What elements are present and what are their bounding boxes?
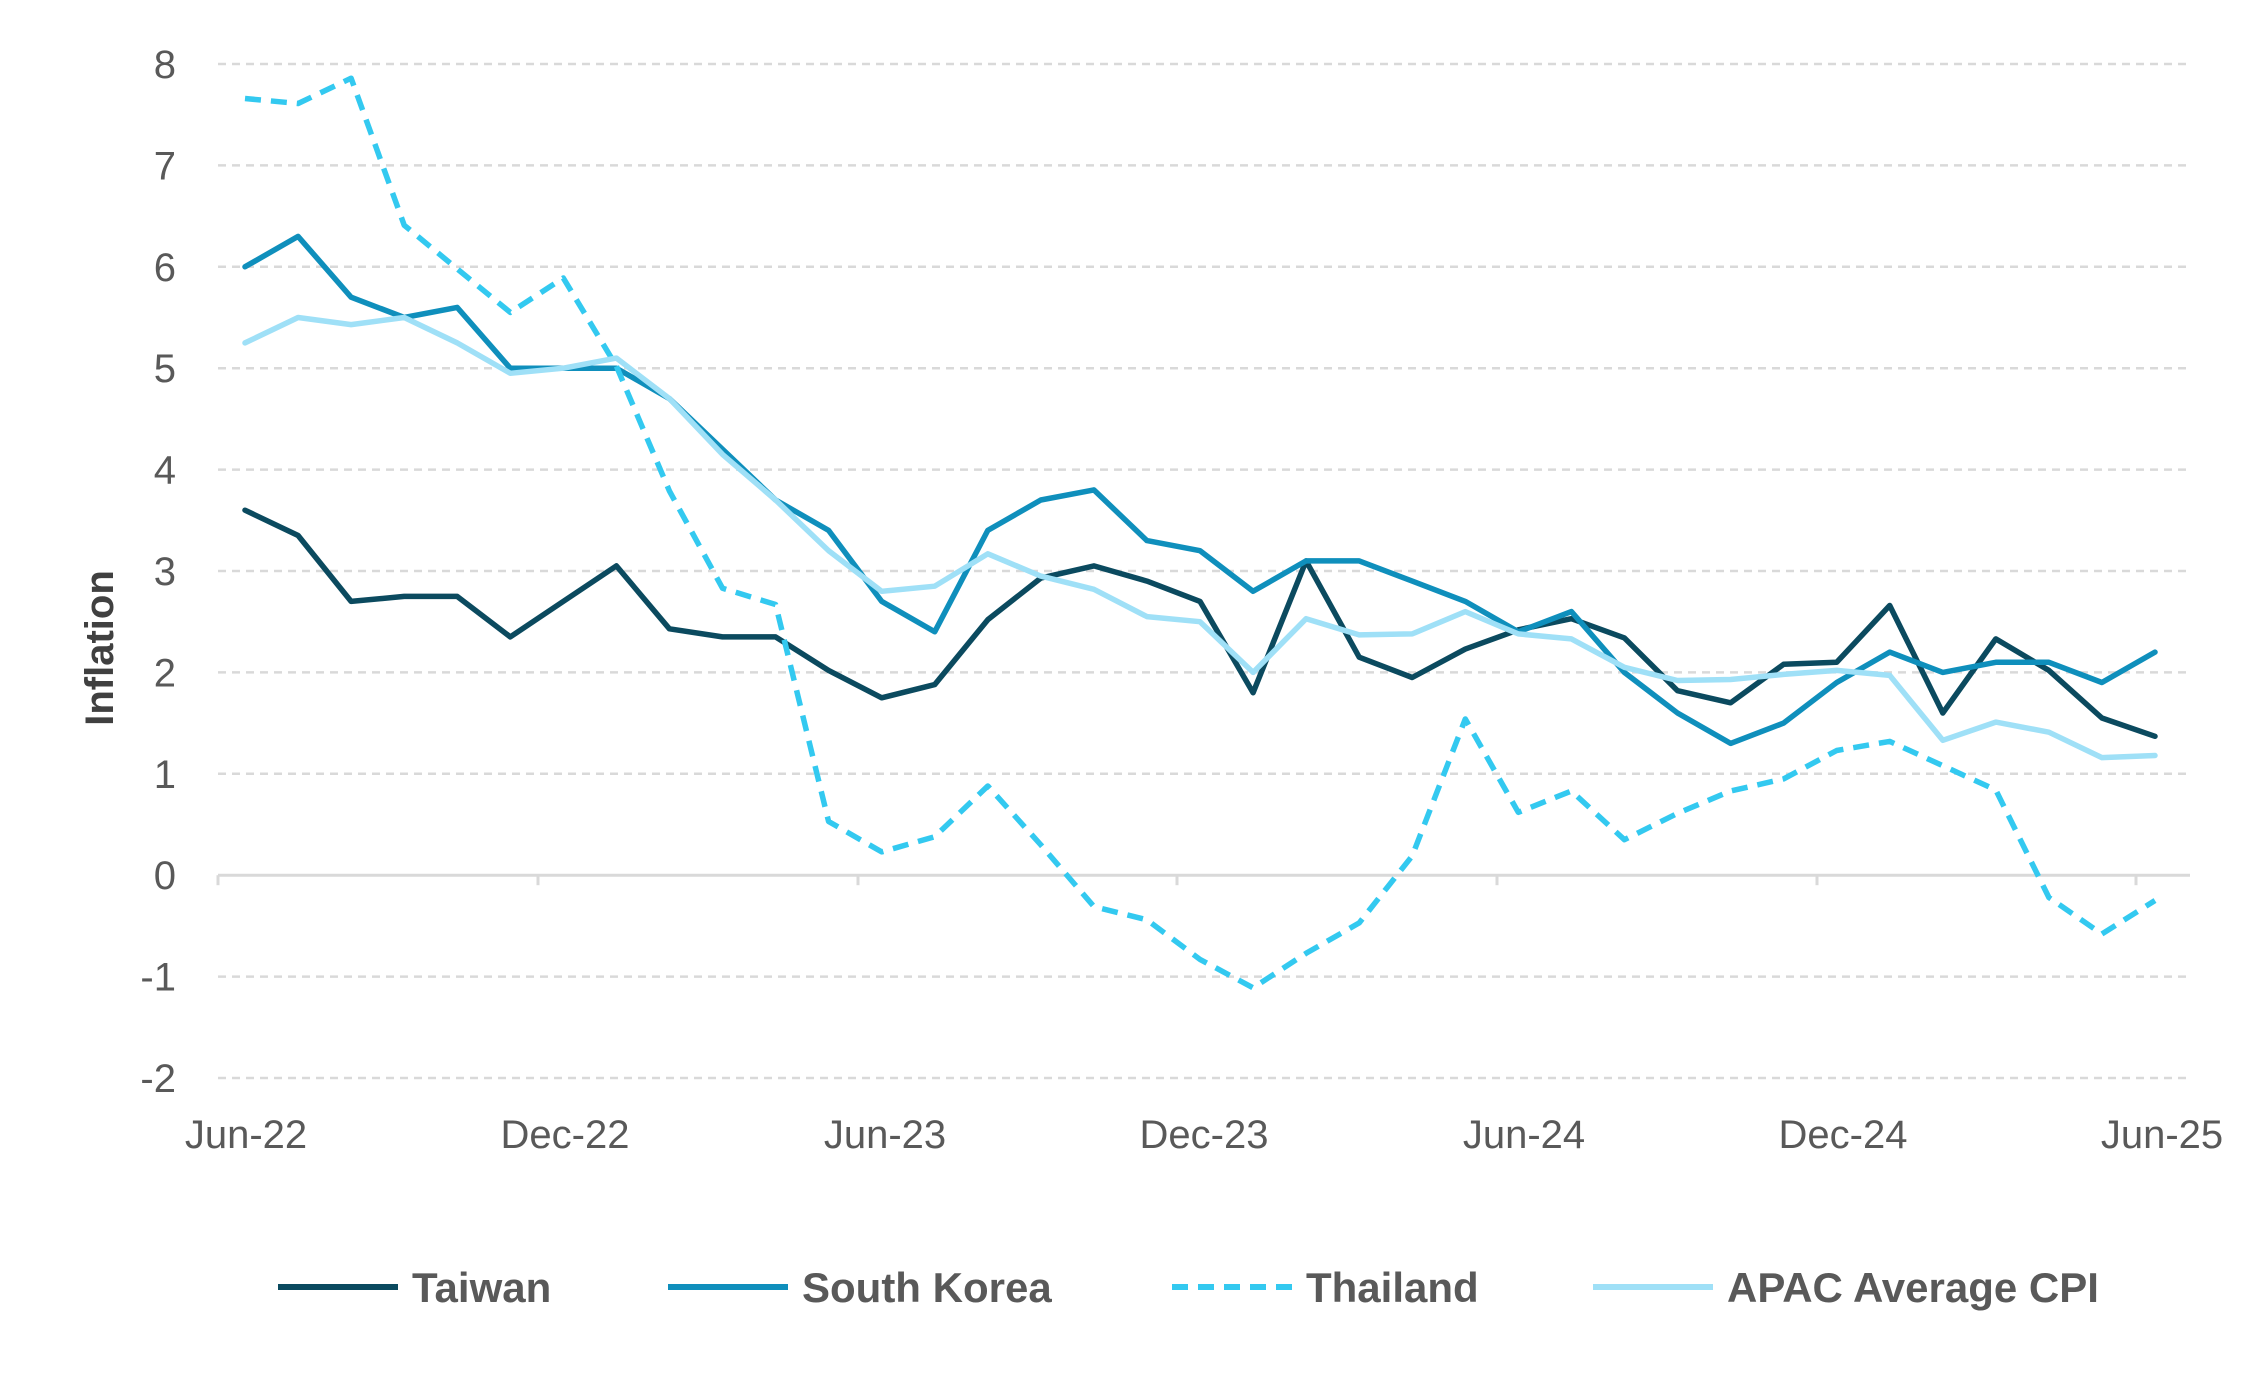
x-tick-label: Jun-24: [1463, 1113, 1585, 1157]
y-tick-label: 0: [154, 854, 176, 898]
y-tick-label: 4: [154, 449, 176, 493]
gridlines: [218, 62, 2190, 1080]
x-tick-label: Jun-25: [2101, 1113, 2223, 1157]
y-tick-label: 5: [154, 347, 176, 391]
series-line-apac-average-cpi: [242, 314, 2158, 761]
y-axis-title: Inflation: [78, 570, 122, 726]
y-axis-ticks: 8 7 6 5 4 3 2 1 0 -1 -2: [140, 43, 176, 1101]
y-tick-label: -2: [140, 1057, 176, 1101]
x-tick-label: Dec-24: [1779, 1113, 1908, 1157]
axes: [216, 873, 2190, 886]
x-tick-label: Dec-23: [1140, 1113, 1269, 1157]
legend-label: APAC Average CPI: [1727, 1264, 2099, 1311]
x-tick-label: Dec-22: [501, 1113, 630, 1157]
x-axis-ticks: Jun-22 Dec-22 Jun-23 Dec-23 Jun-24 Dec-24 Jun-…: [185, 1113, 2223, 1157]
legend-label: Thailand: [1306, 1264, 1479, 1311]
series-lines: [242, 75, 2158, 991]
y-tick-label: 7: [154, 144, 176, 188]
series-line-south-korea: [242, 233, 2158, 747]
legend-label: South Korea: [802, 1264, 1052, 1311]
series-line-taiwan: [242, 507, 2158, 740]
x-tick-label: Jun-22: [185, 1113, 307, 1157]
y-tick-label: 1: [154, 753, 176, 797]
y-tick-label: 8: [154, 43, 176, 87]
x-tick-label: Jun-23: [824, 1113, 946, 1157]
y-tick-label: 3: [154, 550, 176, 594]
legend: Taiwan South Korea Thailand APAC Average CP…: [278, 1264, 2099, 1311]
legend-label: Taiwan: [412, 1264, 551, 1311]
y-tick-label: 2: [154, 651, 176, 695]
y-tick-label: 6: [154, 246, 176, 290]
y-tick-label: -1: [140, 956, 176, 1000]
series-line-thailand: [244, 75, 2157, 991]
